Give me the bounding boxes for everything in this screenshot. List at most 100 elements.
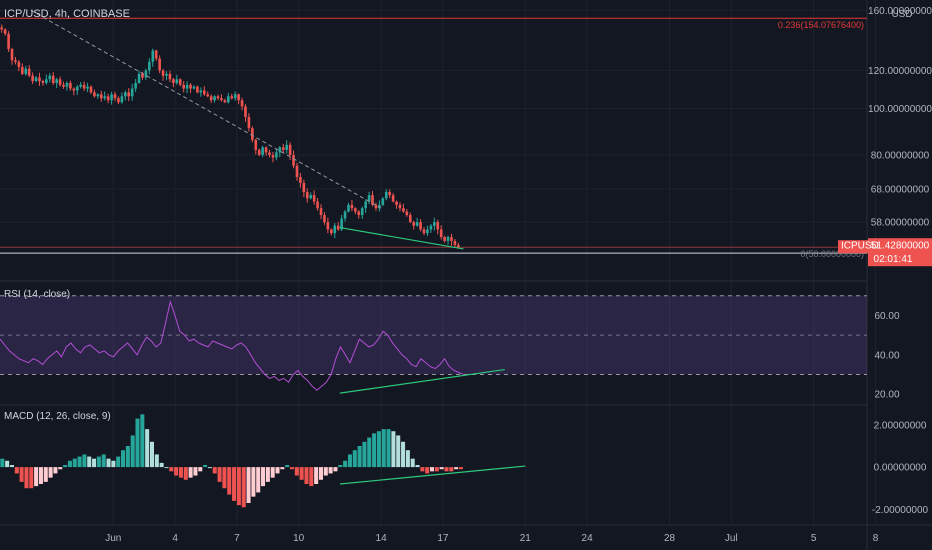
candle-body <box>51 75 55 83</box>
macd-bar <box>236 467 241 506</box>
candles <box>0 24 460 249</box>
time-tick-label: 4 <box>172 533 178 544</box>
candle-body <box>96 94 100 97</box>
macd-bar <box>106 458 111 468</box>
macd-tick-labels: 2.00000000 0.00000000 -2.00000000 <box>872 420 929 515</box>
macd-bar <box>357 446 362 468</box>
candle-body <box>419 222 422 230</box>
candle-body <box>41 81 45 83</box>
macd-bar <box>285 465 290 468</box>
candle-body <box>402 208 405 212</box>
candle-body <box>360 208 364 216</box>
candle-body <box>367 195 371 202</box>
currency-label: USD <box>891 9 912 20</box>
time-tick-label: Jun <box>105 533 121 544</box>
rsi-pane[interactable]: RSI (14, close) <box>0 289 867 394</box>
rsi-tick-labels: 60.00 40.00 20.00 <box>874 311 899 401</box>
macd-bar <box>347 454 352 468</box>
candle-body <box>79 84 82 87</box>
candle-body <box>336 225 340 230</box>
candle-body <box>130 88 134 97</box>
macd-title[interactable]: MACD (12, 26, close, 9) <box>4 411 111 422</box>
time-axis[interactable]: Jun 4 7 10 14 17 21 24 28 Jul 5 8 <box>105 533 878 544</box>
candle-body <box>86 86 89 89</box>
price-axis[interactable]: USD 160.00000000 120.00000000 100.00000000… <box>838 6 932 516</box>
price-trendline-support[interactable] <box>339 226 464 250</box>
macd-bar <box>289 467 295 470</box>
macd-tick-label: 2.00000000 <box>874 420 927 431</box>
macd-pane[interactable]: MACD (12, 26, close, 9) <box>0 411 526 508</box>
candle-body <box>436 222 440 230</box>
macd-bar <box>275 467 280 474</box>
candle-body <box>426 229 429 234</box>
macd-bar <box>198 467 203 472</box>
candle-body <box>17 61 21 67</box>
candle-body <box>48 75 52 80</box>
macd-bar <box>101 454 106 468</box>
candle-body <box>391 195 395 202</box>
candle-body <box>137 73 141 83</box>
macd-bar <box>256 467 261 493</box>
candle-body <box>240 100 244 107</box>
price-pane[interactable]: 0.236(154.07676400) 0(50.00000000) ICP/U… <box>0 8 867 259</box>
candle-body <box>378 204 381 209</box>
macd-bar <box>304 467 309 484</box>
candle-body <box>305 192 309 199</box>
candle-body <box>302 182 306 193</box>
macd-bar <box>386 429 391 468</box>
price-tick-label: 58.00000000 <box>871 218 930 229</box>
macd-bar <box>116 456 121 468</box>
macd-bar <box>299 467 304 480</box>
macd-bar <box>92 458 97 468</box>
candle-body <box>38 77 41 82</box>
candle-body <box>106 96 110 101</box>
candle-body <box>388 192 391 196</box>
fib-lower-label: 0(50.00000000) <box>800 249 864 259</box>
macd-trendline[interactable] <box>339 465 526 485</box>
rsi-title[interactable]: RSI (14, close) <box>4 289 70 300</box>
candle-body <box>62 84 65 87</box>
candle-body <box>3 29 7 34</box>
candle-body <box>450 237 453 241</box>
candle-body <box>148 61 151 71</box>
rsi-trendline[interactable] <box>339 368 505 394</box>
macd-bar <box>207 467 212 469</box>
macd-bar <box>135 418 140 468</box>
macd-bar <box>169 467 174 472</box>
candle-body <box>433 222 436 226</box>
macd-bar <box>251 467 256 497</box>
macd-bar <box>38 467 43 484</box>
last-price-value: 51.42800000 <box>871 241 930 252</box>
candle-body <box>330 229 333 234</box>
macd-bar <box>159 462 164 468</box>
time-tick-label: 14 <box>376 533 388 544</box>
last-price-symbol-tag <box>838 240 868 254</box>
candle-body <box>82 84 86 89</box>
candle-body <box>254 139 258 150</box>
candle-body <box>161 70 165 76</box>
candle-body <box>319 208 323 216</box>
symbol-label[interactable]: ICP/USD, 4h, COINBASE <box>4 8 130 20</box>
candle-body <box>247 116 251 129</box>
macd-bar <box>362 441 367 468</box>
candle-body <box>99 94 103 99</box>
macd-bar <box>58 467 63 470</box>
macd-bar <box>188 467 193 478</box>
macd-bar <box>352 450 357 468</box>
macd-bar <box>246 467 251 503</box>
candle-body <box>312 195 316 202</box>
candle-body <box>230 96 234 99</box>
candle-body <box>34 77 38 82</box>
candle-body <box>395 201 398 205</box>
candle-body <box>168 73 172 80</box>
macd-bar <box>376 431 381 468</box>
macd-bar <box>227 467 232 495</box>
candle-body <box>299 176 302 183</box>
candle-body <box>457 244 460 248</box>
macd-bar <box>439 467 444 470</box>
time-tick-label: 7 <box>234 533 240 544</box>
candle-body <box>151 50 155 62</box>
candle-body <box>374 204 378 209</box>
candle-body <box>120 96 124 103</box>
